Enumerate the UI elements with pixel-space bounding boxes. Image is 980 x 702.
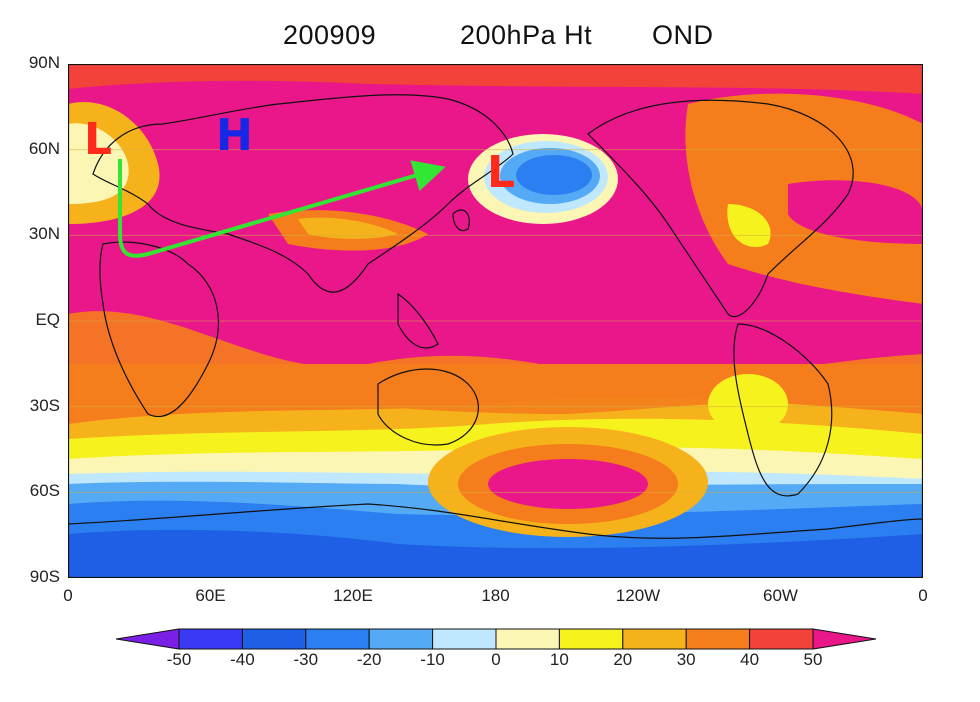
lat-tick-label: 60N bbox=[28, 138, 60, 158]
high-marker-asia: H bbox=[216, 110, 253, 161]
colorbar-segment bbox=[812, 628, 876, 650]
lat-tick-label: EQ bbox=[35, 310, 60, 329]
colorbar-tick-label: -40 bbox=[230, 650, 255, 669]
colorbar-tick-label: 0 bbox=[491, 650, 501, 669]
lon-tick-label: 120E bbox=[333, 586, 373, 605]
lat-tick-label: 90N bbox=[28, 53, 60, 72]
map-border bbox=[68, 64, 923, 578]
colorbar-segment bbox=[685, 628, 751, 650]
lon-tick-label: 60W bbox=[763, 586, 798, 605]
colorbar-tick-label: -20 bbox=[356, 650, 382, 669]
anomaly-map bbox=[68, 64, 923, 578]
map-title: 200909 200hPa Ht OND bbox=[0, 20, 980, 56]
npac-low-ring4 bbox=[516, 155, 592, 195]
lon-tick-label: 180 bbox=[481, 586, 510, 605]
spac-high-5 bbox=[488, 459, 648, 509]
colorbar-tick-label: -10 bbox=[420, 650, 445, 669]
colorbar-segment bbox=[749, 628, 814, 650]
lon-tick-label: 0 bbox=[918, 586, 928, 605]
arctic-red bbox=[68, 64, 923, 94]
lat-tick-label: 60S bbox=[29, 481, 60, 501]
colorbar-tick-label: 10 bbox=[549, 650, 569, 669]
colorbar-segment bbox=[495, 628, 560, 650]
colorbar-segment bbox=[178, 628, 243, 650]
colorbar-tick-label: -50 bbox=[166, 650, 192, 669]
colorbar bbox=[116, 628, 876, 650]
colorbar-segment bbox=[432, 628, 497, 650]
lon-tick-label: 120W bbox=[615, 586, 661, 605]
colorbar-tick-label: 40 bbox=[740, 650, 760, 669]
namerica-magenta bbox=[788, 180, 923, 244]
lon-tick-label: 0 bbox=[63, 586, 73, 605]
trajectory-arrow bbox=[118, 159, 446, 258]
colorbar-segment bbox=[305, 628, 370, 650]
title-season: OND bbox=[652, 20, 714, 50]
colorbar-segment bbox=[116, 628, 180, 650]
title-field: 200hPa Ht bbox=[460, 20, 593, 50]
band-s-blue4 bbox=[68, 529, 923, 578]
colorbar-segment bbox=[558, 628, 624, 650]
latitude-gridlines bbox=[68, 149, 923, 493]
lat-tick-label: 30S bbox=[29, 395, 60, 415]
colorbar-tick-label: 20 bbox=[613, 650, 633, 669]
lat-tick-label: 90S bbox=[29, 567, 60, 586]
colorbar-tick-label: 50 bbox=[803, 650, 823, 669]
map-canvas bbox=[68, 64, 923, 578]
low-marker-pacific: L bbox=[487, 147, 516, 198]
title-date: 200909 bbox=[283, 20, 377, 50]
colorbar-segment bbox=[368, 628, 434, 650]
namerica-yellow bbox=[727, 204, 771, 248]
europe-low bbox=[68, 123, 129, 204]
asia-yellow bbox=[298, 217, 398, 239]
tropics-orange bbox=[68, 311, 923, 414]
colorbar-tick-label: 30 bbox=[676, 650, 696, 669]
low-marker-europe: L bbox=[84, 114, 113, 165]
lat-tick-label: 30N bbox=[28, 224, 60, 244]
epac-yellow bbox=[708, 374, 788, 434]
lon-tick-label: 60E bbox=[195, 586, 226, 605]
colorbar-segment bbox=[241, 628, 307, 650]
colorbar-segment bbox=[622, 628, 687, 650]
colorbar-tick-label: -30 bbox=[293, 650, 319, 669]
